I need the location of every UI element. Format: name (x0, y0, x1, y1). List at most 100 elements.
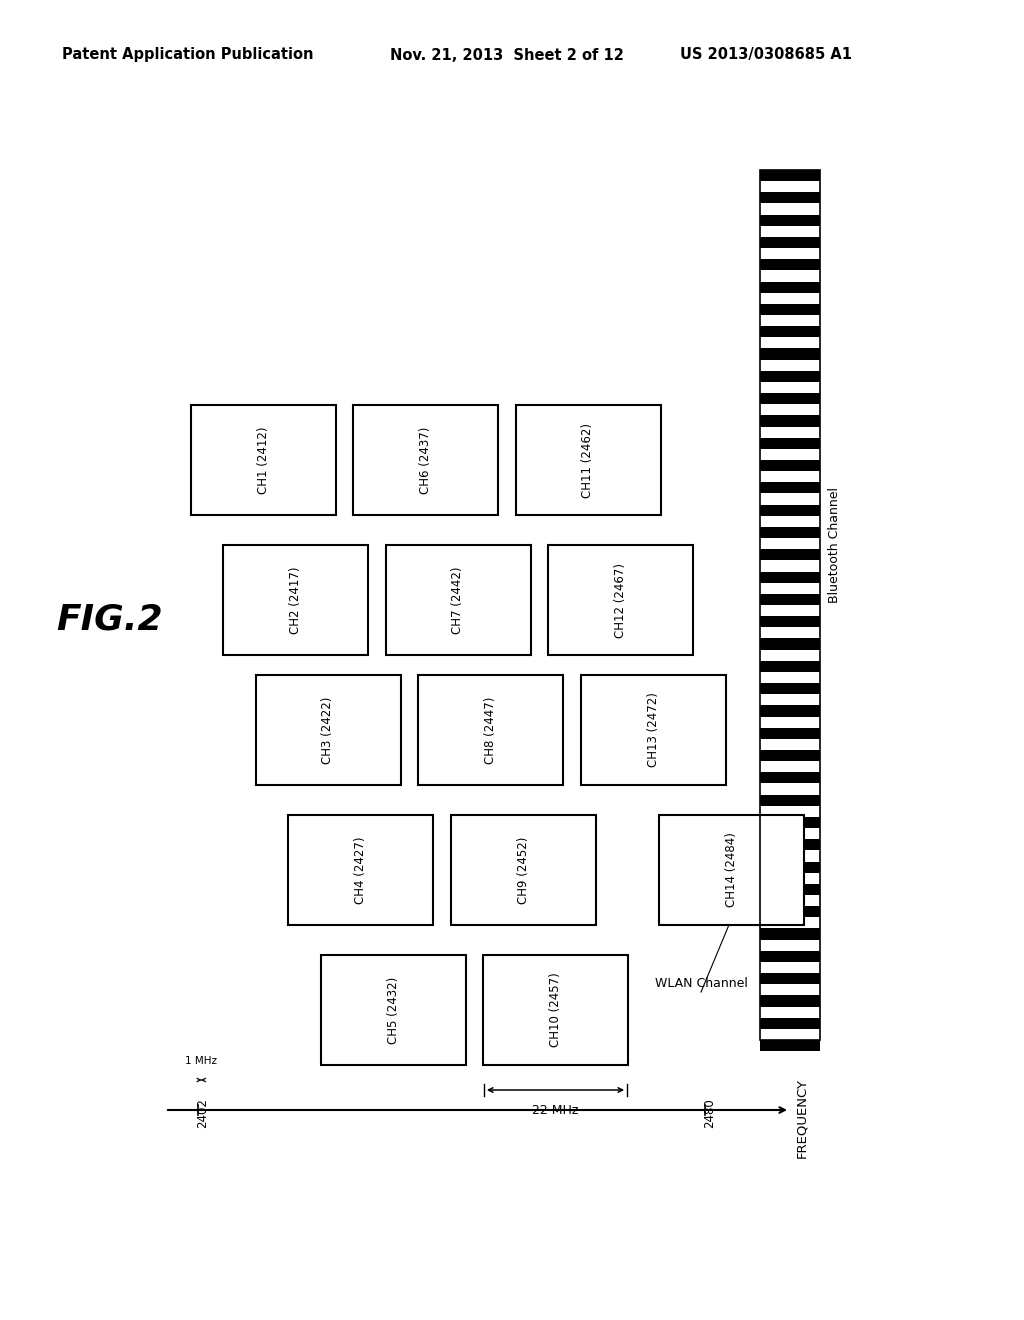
Bar (760, 359, 820, 371)
Bar (288, 814, 433, 925)
Bar (760, 539, 820, 549)
Bar (385, 545, 530, 655)
Bar (760, 940, 820, 950)
Text: WLAN Channel: WLAN Channel (654, 977, 748, 990)
Bar (760, 962, 820, 973)
Bar (760, 404, 820, 416)
Bar (760, 193, 820, 203)
Text: Nov. 21, 2013  Sheet 2 of 12: Nov. 21, 2013 Sheet 2 of 12 (390, 48, 624, 62)
Bar (760, 917, 820, 928)
Text: 2402: 2402 (197, 1098, 210, 1127)
Bar (483, 954, 628, 1065)
Bar (760, 1018, 820, 1028)
Bar (760, 504, 820, 516)
Bar (760, 850, 820, 862)
Bar (760, 170, 820, 181)
Bar (760, 884, 820, 895)
Bar (760, 973, 820, 985)
Bar (760, 494, 820, 504)
Bar (760, 694, 820, 705)
Bar (760, 605, 820, 616)
Text: 2480: 2480 (703, 1098, 717, 1127)
Bar (760, 304, 820, 315)
Bar (760, 271, 820, 281)
Bar (760, 381, 820, 393)
Bar (760, 416, 820, 426)
Bar (760, 840, 820, 850)
Bar (760, 682, 820, 694)
Bar (760, 426, 820, 438)
Bar (760, 672, 820, 682)
Text: US 2013/0308685 A1: US 2013/0308685 A1 (680, 48, 852, 62)
Bar (760, 784, 820, 795)
Bar (760, 1040, 820, 1051)
Bar (760, 805, 820, 817)
Bar (548, 545, 693, 655)
Bar (760, 717, 820, 727)
Bar (760, 561, 820, 572)
Text: CH6 (2437): CH6 (2437) (419, 426, 432, 494)
Bar (760, 582, 820, 594)
Bar (256, 675, 400, 785)
Bar (760, 338, 820, 348)
Bar (760, 226, 820, 236)
Bar (760, 762, 820, 772)
Bar (418, 675, 563, 785)
Bar (760, 482, 820, 494)
Bar (760, 649, 820, 661)
Bar (760, 772, 820, 784)
Bar (760, 895, 820, 906)
Text: Patent Application Publication: Patent Application Publication (62, 48, 313, 62)
Text: CH12 (2467): CH12 (2467) (614, 562, 627, 638)
Bar (760, 371, 820, 381)
Text: CH3 (2422): CH3 (2422) (322, 697, 335, 764)
Bar (760, 393, 820, 404)
Bar (760, 795, 820, 805)
Text: 1 MHz: 1 MHz (185, 1056, 217, 1067)
Bar (760, 572, 820, 582)
Bar (760, 594, 820, 605)
Text: CH1 (2412): CH1 (2412) (256, 426, 269, 494)
Bar (515, 405, 660, 515)
Bar (760, 259, 820, 271)
Text: CH2 (2417): CH2 (2417) (289, 566, 302, 634)
Bar (760, 1028, 820, 1040)
Bar (760, 203, 820, 215)
Bar (760, 727, 820, 739)
Bar (760, 639, 820, 649)
Bar (760, 516, 820, 527)
Bar (190, 405, 336, 515)
Text: FIG.2: FIG.2 (56, 603, 163, 638)
Bar (658, 814, 804, 925)
Bar (760, 459, 820, 471)
Text: 22 MHz: 22 MHz (532, 1104, 579, 1117)
Bar (760, 1007, 820, 1018)
Bar (760, 293, 820, 304)
Bar (760, 281, 820, 293)
Bar (760, 315, 820, 326)
Bar (760, 873, 820, 884)
Bar (760, 627, 820, 639)
Bar (760, 326, 820, 338)
Bar (760, 750, 820, 762)
Bar (760, 170, 820, 1040)
Bar (760, 348, 820, 359)
Text: CH4 (2427): CH4 (2427) (354, 837, 367, 904)
Bar (760, 705, 820, 717)
Text: CH9 (2452): CH9 (2452) (516, 837, 529, 904)
Text: CH7 (2442): CH7 (2442) (452, 566, 465, 634)
Bar (760, 828, 820, 840)
Text: FREQUENCY: FREQUENCY (795, 1078, 808, 1158)
Bar (760, 438, 820, 449)
Bar (760, 236, 820, 248)
Bar (760, 862, 820, 873)
Bar (760, 661, 820, 672)
Text: CH14 (2484): CH14 (2484) (725, 833, 737, 907)
Bar (760, 549, 820, 561)
Bar (760, 995, 820, 1007)
Bar (760, 928, 820, 940)
Bar (760, 181, 820, 193)
Bar (760, 739, 820, 750)
Text: Bluetooth Channel: Bluetooth Channel (828, 487, 841, 603)
Bar (321, 954, 466, 1065)
